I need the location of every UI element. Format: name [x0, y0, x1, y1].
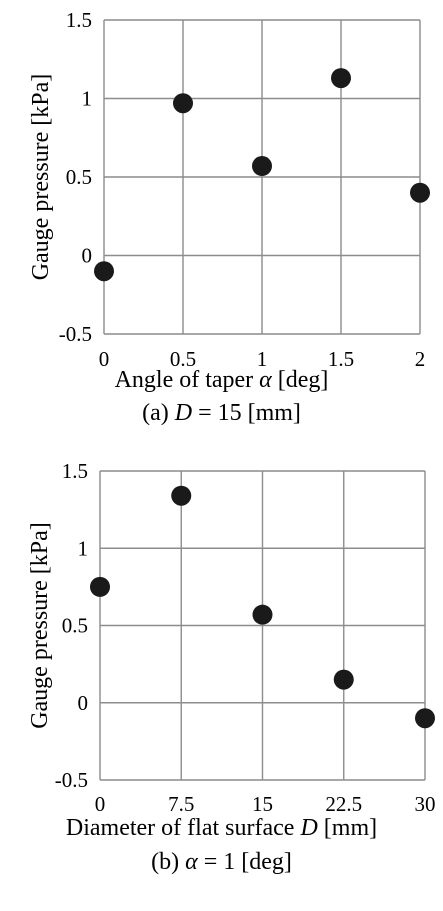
x-tick-label: 2	[415, 347, 426, 371]
y-tick-label: 1	[82, 87, 93, 111]
scatter-chart-a: -0.5 0 0.5 1 1.5 0 0.5 1 1.5 2 Gauge pressure [kPa…	[28, 8, 430, 371]
y-tick-label: 0	[78, 691, 89, 715]
x-axis-title-prefix: Angle of taper	[114, 367, 260, 393]
y-tick-label: 0.5	[66, 165, 92, 189]
data-point	[331, 68, 351, 89]
data-point	[333, 669, 354, 690]
y-tick-label: 1.5	[66, 8, 92, 32]
chart-panel-b: -0.5 0 0.5 1 1.5 0 7.5 15 22.5 30 Gauge pressure […	[0, 455, 443, 911]
panel-caption-prefix: (b)	[151, 849, 186, 875]
data-point	[252, 156, 272, 177]
panel-caption-prefix: (a)	[142, 400, 175, 426]
panel-caption-suffix: = 15 [mm]	[192, 400, 301, 426]
data-point	[410, 182, 430, 203]
x-axis-title-suffix: [deg]	[271, 367, 329, 393]
x-tick-label: 30	[415, 792, 436, 816]
panel-caption-symbol: D	[174, 400, 193, 426]
x-tick-label: 1	[257, 347, 268, 371]
panel-caption: (b) α = 1 [deg]	[0, 848, 443, 876]
scatter-chart-b: -0.5 0 0.5 1 1.5 0 7.5 15 22.5 30 Gauge pressure […	[27, 459, 436, 816]
x-axis-title-symbol: D	[300, 815, 318, 841]
data-point	[415, 708, 435, 729]
x-tick-label: 7.5	[168, 792, 194, 816]
y-tick-label: -0.5	[59, 322, 92, 346]
x-tick-label: 0.5	[170, 347, 196, 371]
x-tick-label: 0	[95, 792, 106, 816]
panel-caption: (a) D = 15 [mm]	[0, 399, 443, 427]
data-point	[94, 261, 114, 282]
panel-caption-symbol: α	[185, 849, 198, 875]
y-tick-label: 1	[78, 536, 89, 560]
x-axis-title-suffix: [mm]	[317, 815, 378, 841]
panel-caption-suffix: = 1 [deg]	[197, 849, 292, 875]
x-tick-label: 1.5	[328, 347, 354, 371]
chart-panel-a: -0.5 0 0.5 1 1.5 0 0.5 1 1.5 2 Gauge pressure [kPa…	[0, 0, 443, 455]
data-point	[90, 576, 110, 597]
data-point	[252, 604, 273, 625]
x-tick-label: 0	[99, 347, 110, 371]
y-tick-label: 0.5	[62, 614, 88, 638]
x-tick-label: 22.5	[325, 792, 362, 816]
y-axis-label: Gauge pressure [kPa]	[28, 74, 54, 281]
x-axis-title: Diameter of flat surface D [mm]	[0, 814, 443, 842]
y-tick-label: -0.5	[55, 768, 88, 792]
x-axis-title-prefix: Diameter of flat surface	[65, 815, 301, 841]
y-tick-label: 1.5	[62, 459, 88, 483]
x-axis-title: Angle of taper α [deg]	[0, 366, 443, 394]
y-axis-label: Gauge pressure [kPa]	[27, 522, 53, 729]
y-tick-label: 0	[82, 244, 93, 268]
data-point	[173, 93, 193, 114]
x-tick-label: 15	[252, 792, 273, 816]
x-axis-title-symbol: α	[259, 367, 272, 393]
data-point	[171, 485, 192, 506]
